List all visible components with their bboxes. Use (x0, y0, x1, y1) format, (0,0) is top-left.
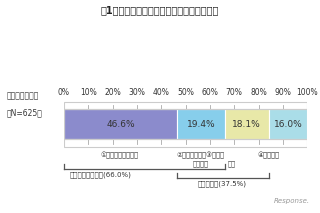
Bar (64, 109, 177, 139)
Text: Response.: Response. (274, 199, 310, 204)
Text: 介護が不安(37.5%): 介護が不安(37.5%) (197, 180, 247, 187)
Text: 18.1%: 18.1% (232, 120, 261, 129)
Text: 不安: 不安 (228, 161, 236, 167)
Text: 介護両方: 介護両方 (192, 161, 208, 167)
Text: ②健康・病気、③介護が: ②健康・病気、③介護が (176, 152, 224, 160)
Bar (64, 109, 307, 139)
Text: ①健康・病気が不安: ①健康・病気が不安 (101, 152, 139, 160)
Text: 16.0%: 16.0% (274, 120, 302, 129)
Text: （N=625）: （N=625） (6, 108, 42, 117)
Text: 図1　将来の健康・病気、介護の不安の有無: 図1 将来の健康・病気、介護の不安の有無 (101, 5, 219, 15)
Text: 年代・性別合計: 年代・性別合計 (6, 91, 39, 100)
Text: 19.4%: 19.4% (187, 120, 215, 129)
Bar (177, 109, 225, 139)
Text: ④不安無し: ④不安無し (257, 152, 279, 160)
Bar (225, 109, 268, 139)
Bar (268, 109, 308, 139)
Text: 健康・病気が不安(66.0%): 健康・病気が不安(66.0%) (69, 171, 132, 178)
Bar (64, 139, 307, 147)
Text: 46.6%: 46.6% (106, 120, 135, 129)
Bar (64, 102, 307, 109)
